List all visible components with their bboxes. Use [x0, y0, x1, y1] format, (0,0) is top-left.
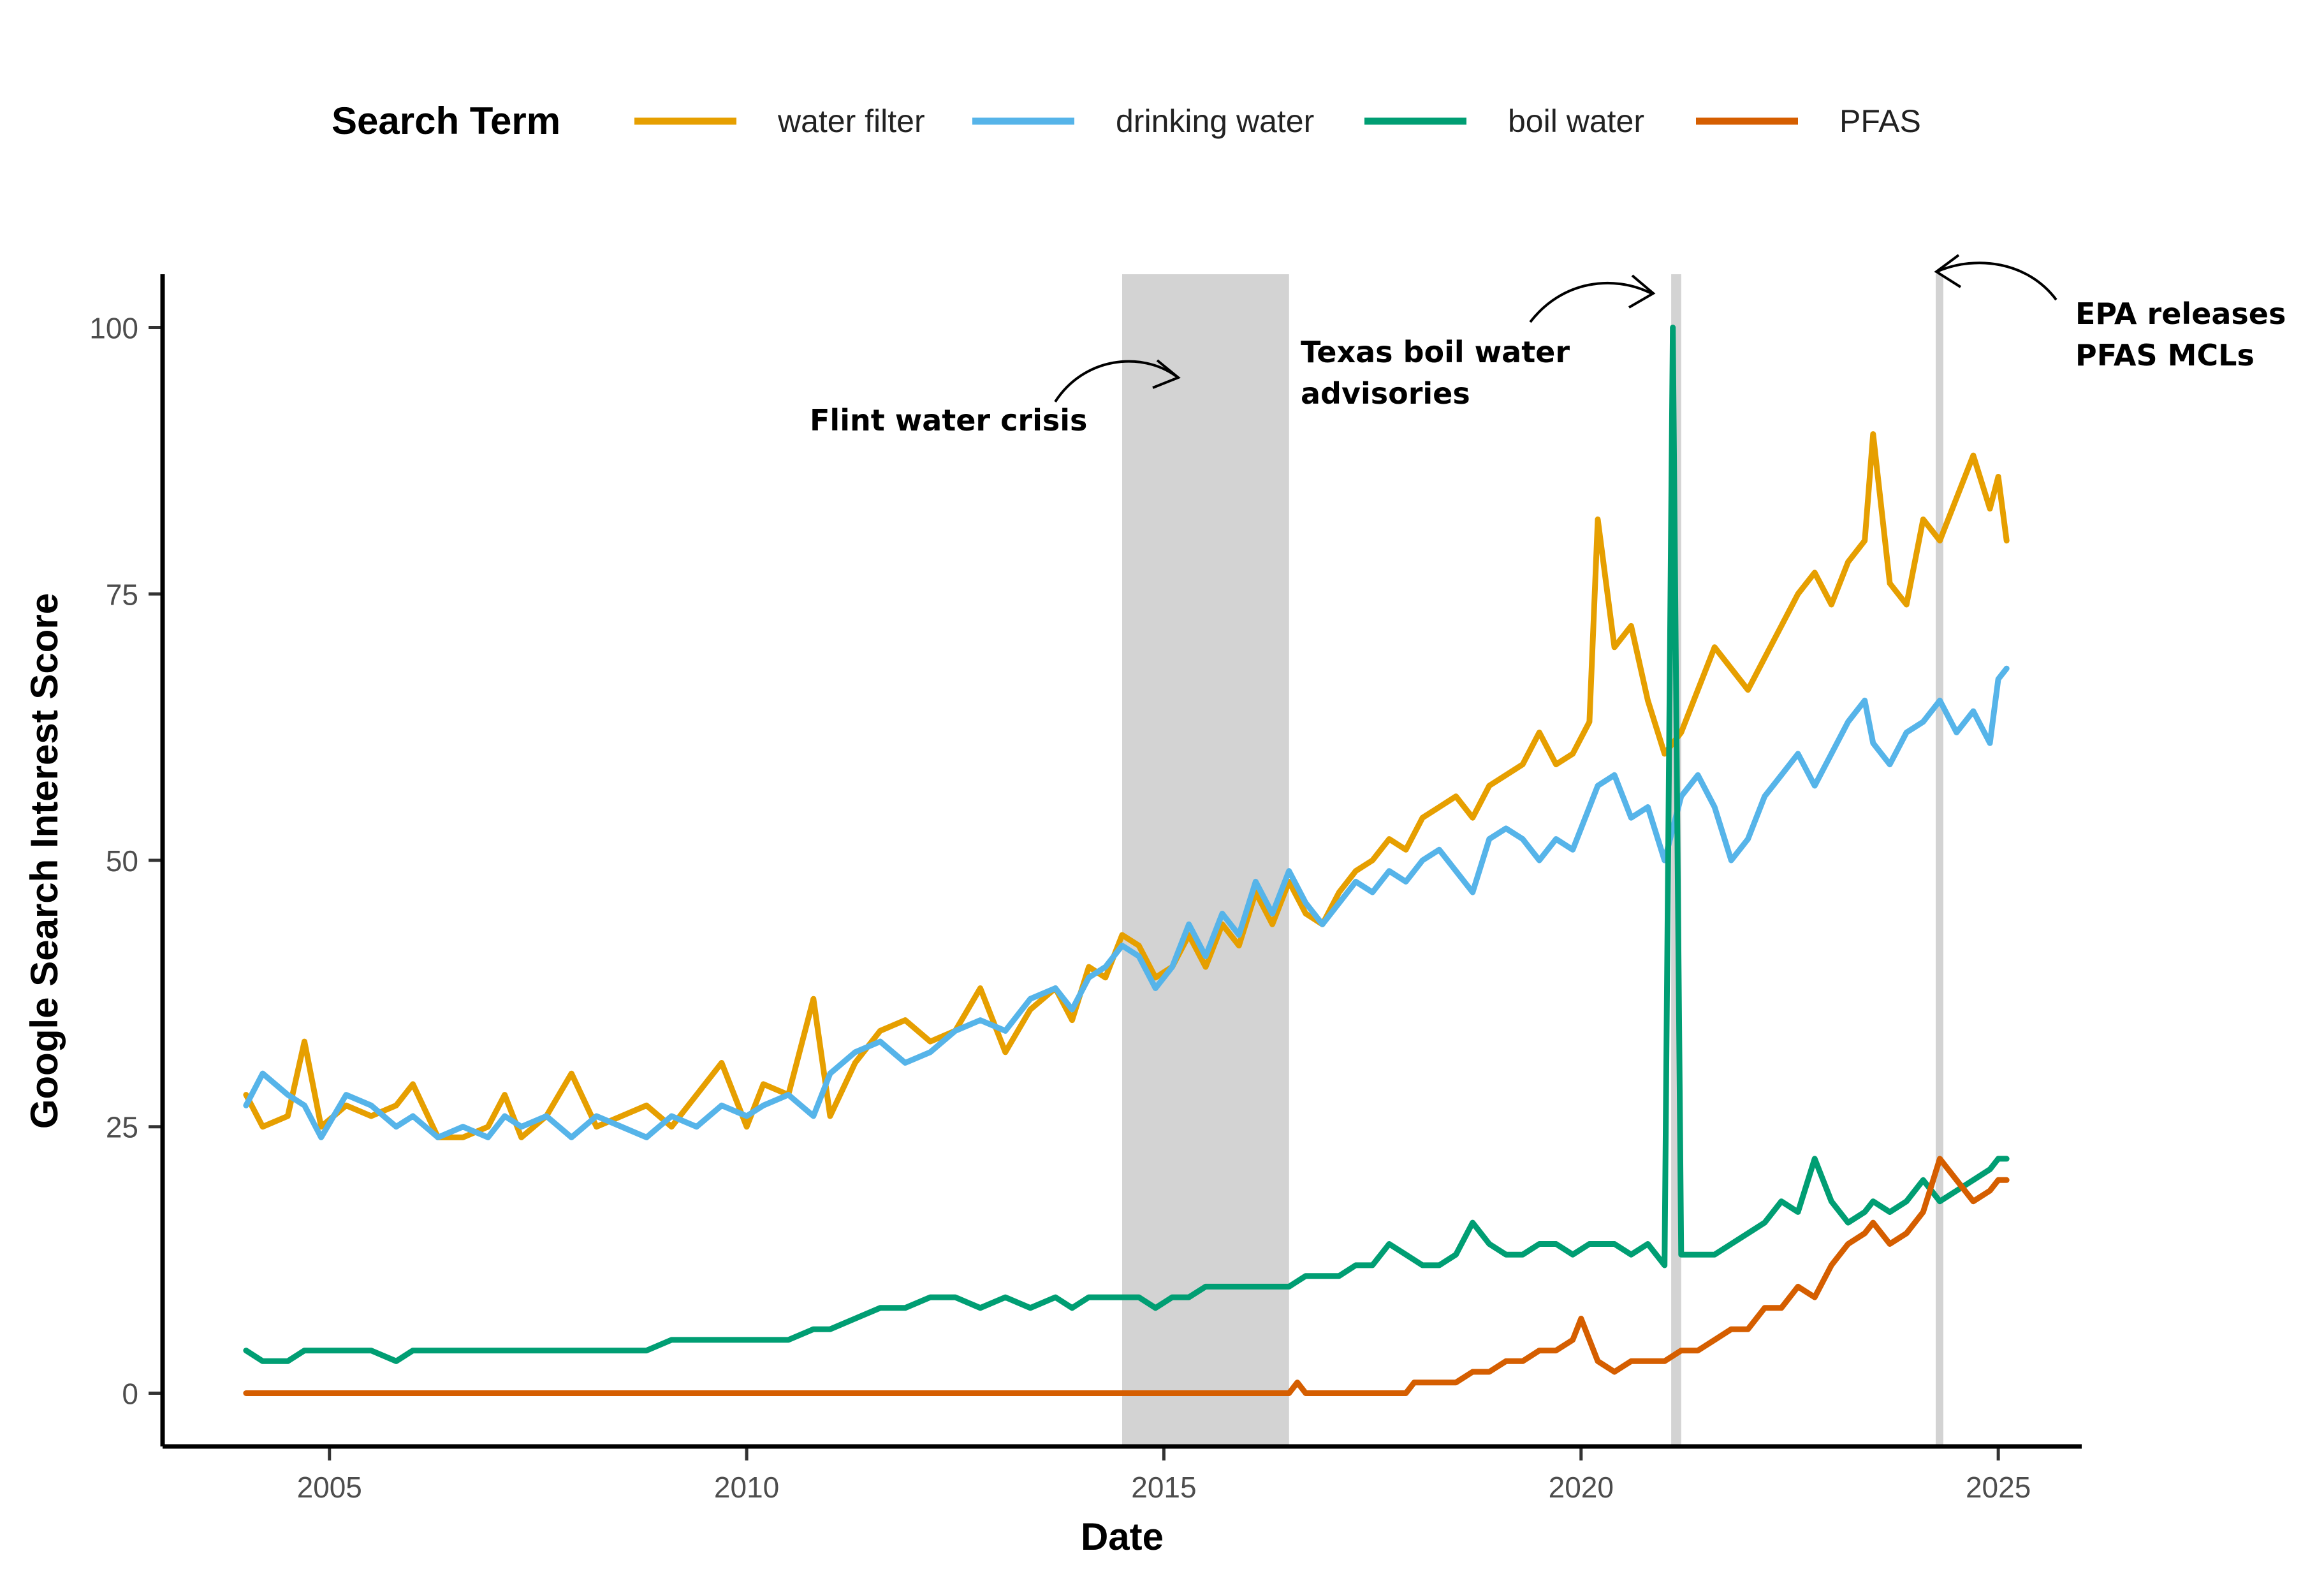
annotation-texas-line-1: Texas boil water: [1301, 335, 1570, 369]
legend-label-water-filter: water filter: [777, 103, 925, 139]
shaded-regions: [1122, 274, 1943, 1446]
series-lines: [243, 325, 2010, 1396]
y-tick-label: 50: [106, 844, 138, 878]
annotation-flint: Flint water crisis: [810, 403, 1087, 438]
annotation-epa: EPA releases PFAS MCLs: [2075, 297, 2296, 372]
annotation-flint-line: Flint water crisis: [810, 403, 1087, 438]
x-tick-label: 2005: [297, 1471, 362, 1504]
x-axis-title: Date: [1081, 1515, 1164, 1558]
legend-title: Search Term: [332, 99, 560, 142]
x-tick-label: 2015: [1131, 1471, 1196, 1504]
x-tick-label: 2025: [1966, 1471, 2031, 1504]
axis-ticks: 0 25 50 75 100 2005 2010 2015 2020 2025: [89, 312, 2031, 1504]
legend: Search Term water filter drinking water bo…: [332, 99, 1921, 142]
series-line-drinking-water: [243, 665, 2010, 1140]
annotation-texas-arrowhead: [1628, 274, 1656, 309]
annotation-texas: Texas boil water advisories: [1301, 335, 1580, 411]
annotation-flint-arrow: [1054, 360, 1178, 403]
x-tick-label: 2020: [1549, 1471, 1614, 1504]
y-tick-label: 25: [106, 1111, 138, 1144]
series-line-pfas: [243, 1156, 2010, 1396]
series-line-boil-water: [243, 325, 2010, 1364]
annotation-epa-arrowhead: [1934, 254, 1962, 288]
series-line-water-filter: [243, 431, 2010, 1140]
legend-label-boil-water: boil water: [1508, 103, 1644, 139]
annotation-epa-line-1: EPA releases: [2075, 297, 2286, 331]
legend-label-drinking-water: drinking water: [1116, 103, 1314, 139]
annotation-texas-arrow: [1529, 281, 1652, 323]
y-tick-label: 75: [106, 578, 138, 611]
annotation-flint-arrowhead: [1152, 359, 1181, 389]
y-axis-title: Google Search Interest Score: [23, 593, 66, 1129]
annotations: Flint water crisis Texas boil water advi…: [810, 254, 2296, 438]
y-tick-label: 100: [89, 312, 138, 345]
legend-label-pfas: PFAS: [1839, 103, 1921, 139]
annotation-epa-line-2: PFAS MCLs: [2075, 338, 2255, 372]
shaded-region-epa: [1935, 274, 1943, 1446]
x-tick-label: 2010: [714, 1471, 779, 1504]
shaded-region-flint: [1122, 274, 1289, 1446]
annotation-epa-arrow: [1938, 261, 2057, 301]
annotation-texas-line-2: advisories: [1301, 376, 1470, 411]
y-tick-label: 0: [122, 1377, 138, 1410]
